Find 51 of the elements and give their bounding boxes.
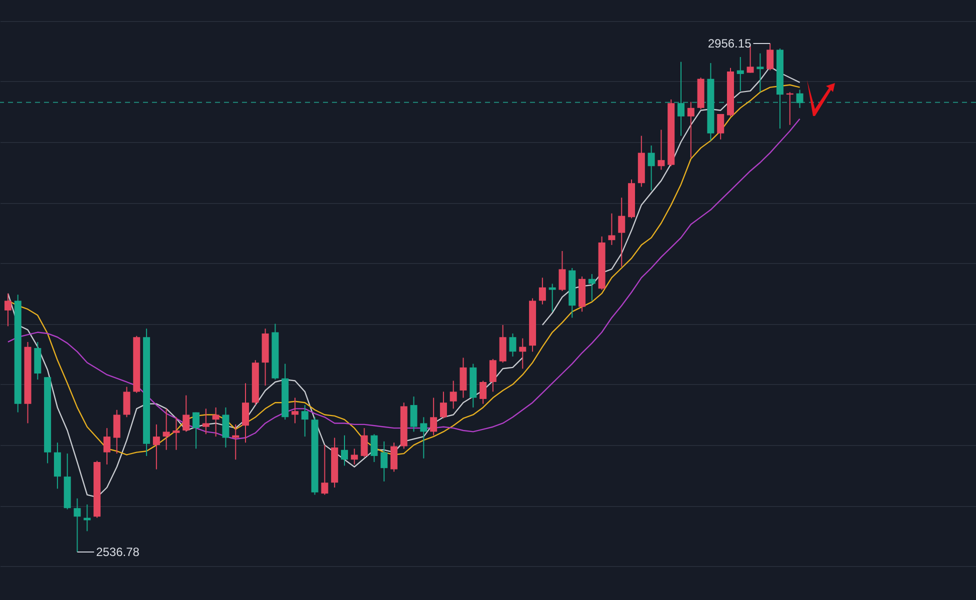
candlestick	[340, 434, 348, 466]
candlestick	[519, 338, 526, 370]
candlestick	[480, 380, 487, 404]
candlestick	[113, 409, 120, 454]
candlestick	[182, 394, 190, 432]
candlestick	[736, 56, 744, 92]
candlestick	[509, 332, 516, 358]
candlestick	[648, 145, 655, 191]
candlestick	[162, 408, 170, 450]
candlestick	[152, 424, 160, 470]
candlestick	[103, 428, 110, 465]
candlestick	[321, 444, 328, 496]
annotation: 2536.78	[96, 545, 140, 560]
candlestick	[370, 434, 378, 463]
candlestick	[242, 382, 250, 444]
candlestick	[350, 448, 358, 465]
candlestick	[450, 380, 457, 410]
candlestick	[292, 397, 298, 424]
candlestick	[460, 357, 467, 398]
candlestick	[192, 412, 200, 450]
candlestick	[558, 250, 566, 292]
candlestick	[301, 404, 308, 438]
candlestick	[608, 212, 616, 246]
candlestick	[440, 391, 447, 419]
candlestick	[420, 416, 428, 459]
candlestick	[4, 292, 12, 327]
candlestick	[687, 101, 694, 158]
candlestick	[678, 61, 684, 136]
candlestick	[588, 274, 596, 302]
candlestick	[796, 89, 804, 108]
candlestick	[430, 397, 438, 436]
candlestick	[360, 428, 368, 458]
candlestick	[390, 442, 398, 472]
candlestick	[172, 416, 180, 450]
candlestick	[717, 113, 724, 140]
candlestick	[538, 277, 546, 305]
candlestick	[212, 406, 220, 438]
candlestick	[380, 440, 388, 482]
candlestick	[123, 386, 130, 418]
candlestick	[410, 396, 418, 432]
annotation: 2956.15	[708, 36, 752, 50]
candlestick	[222, 406, 230, 448]
candlestick	[202, 408, 210, 435]
candlestick	[618, 197, 626, 268]
candlestick	[756, 52, 764, 93]
candlestick	[74, 498, 81, 553]
candlestick	[489, 358, 496, 392]
candlestick	[548, 283, 556, 312]
candlestick	[766, 42, 774, 71]
candlestick	[658, 129, 665, 170]
candlestick	[232, 424, 240, 460]
